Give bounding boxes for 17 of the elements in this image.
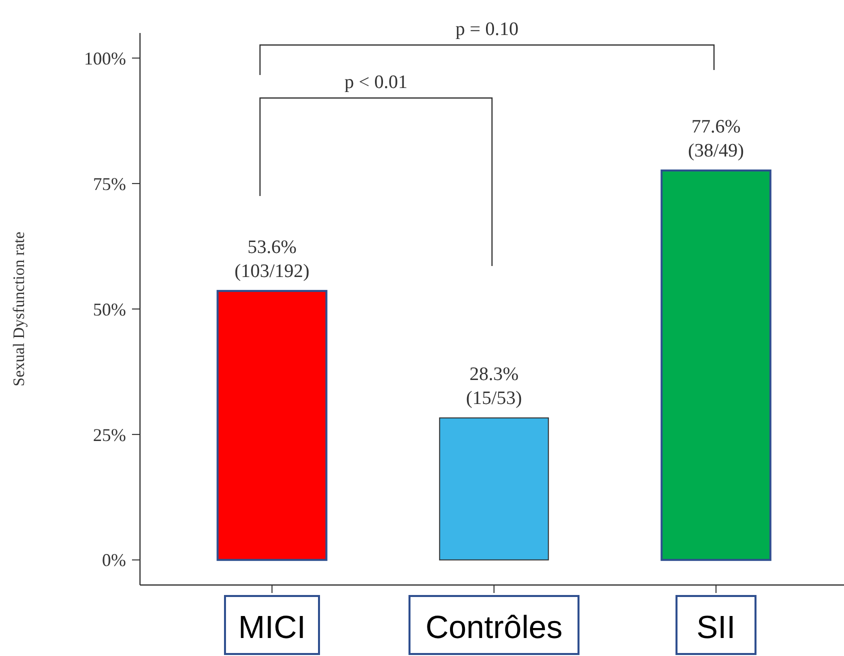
data-label: 28.3% (15/53) [466,364,522,409]
x-tick-label: SII [696,609,736,645]
x-tick-label: Contrôles [426,609,562,645]
x-tick-label: MICI [238,609,306,645]
bar [660,170,772,561]
y-tick-label: 25% [93,424,126,445]
annotation: p = 0.10 [456,19,518,40]
bar [439,417,549,560]
y-tick-label: 0% [102,550,126,570]
data-label: 77.6% (38/49) [688,116,744,162]
annotation: p < 0.01 [344,72,408,93]
y-axis-title: Sexual Dysfunction rate [11,232,28,386]
bar [216,290,328,561]
y-tick-label: 75% [93,174,126,194]
y-tick-label: 50% [93,299,126,320]
y-tick-label: 100% [84,48,126,68]
data-label: 53.6% (103/192) [234,236,310,282]
